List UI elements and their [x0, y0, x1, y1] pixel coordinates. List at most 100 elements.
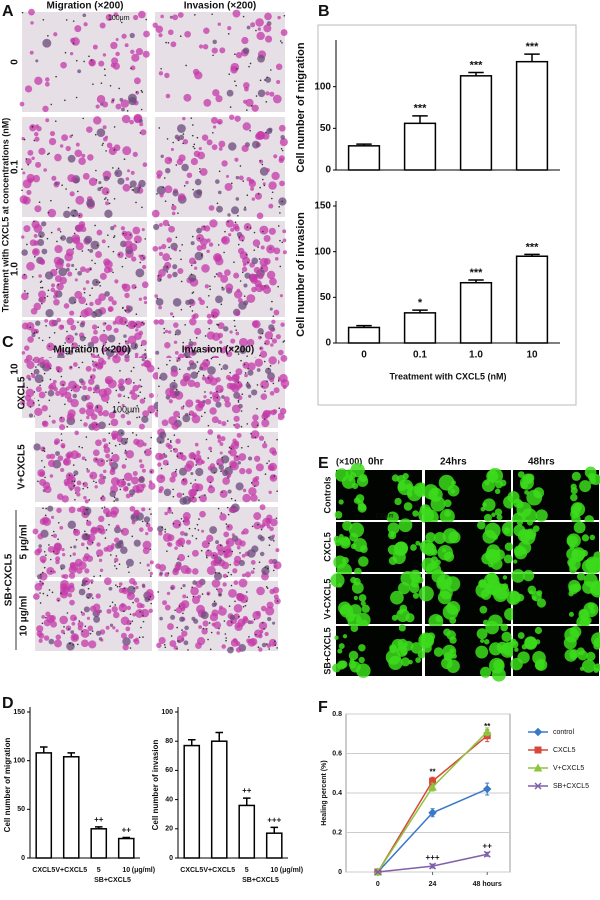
cell-dot: [31, 220, 39, 228]
cell-dot: [203, 27, 210, 34]
cell-blob: [495, 480, 503, 488]
pore-dot: [271, 198, 273, 200]
cell-dot: [219, 605, 223, 609]
cell-blob: [399, 624, 406, 631]
cell-dot: [134, 540, 141, 547]
cell-dot: [107, 356, 110, 359]
cell-dot: [221, 160, 227, 166]
pore-dot: [39, 592, 41, 594]
cell-dot: [38, 231, 45, 238]
cell-dot: [74, 486, 80, 492]
cell-dot: [147, 563, 150, 566]
pore-dot: [24, 290, 26, 292]
pore-dot: [192, 135, 194, 137]
cell-dot: [69, 310, 74, 315]
cell-dot: [110, 42, 117, 49]
pore-dot: [114, 235, 116, 237]
pore-dot: [130, 647, 132, 649]
pore-dot: [67, 612, 69, 614]
pore-dot: [213, 555, 215, 557]
cell-dot: [223, 545, 232, 554]
cell-dot: [234, 423, 240, 429]
cell-dot: [80, 322, 85, 327]
cell-dot: [113, 225, 116, 228]
pore-dot: [229, 564, 231, 566]
cell-dot: [228, 233, 231, 236]
cell-dot: [74, 149, 82, 157]
cell-blob: [583, 616, 591, 624]
cell-dot: [34, 234, 38, 238]
pore-dot: [76, 539, 78, 541]
cell-dot: [111, 57, 118, 64]
pore-dot: [234, 53, 236, 55]
pore-dot: [256, 408, 258, 410]
cell-dot: [250, 620, 254, 624]
cell-blob: [517, 519, 523, 525]
pore-dot: [192, 236, 194, 238]
pore-dot: [88, 56, 90, 58]
cell-dot: [263, 24, 271, 32]
pore-dot: [199, 171, 201, 173]
pore-dot: [139, 637, 141, 639]
pore-dot: [230, 106, 232, 108]
cell-dot: [171, 205, 176, 210]
cell-dot: [133, 581, 137, 585]
cell-dot: [250, 638, 258, 646]
cell-dot: [219, 513, 226, 520]
pore-dot: [92, 83, 94, 85]
error-bar: [40, 747, 48, 753]
pore-dot: [43, 447, 45, 449]
cell-dot: [269, 377, 274, 382]
bar: [517, 62, 548, 170]
cell-dot: [144, 516, 150, 522]
cell-dot: [64, 253, 73, 262]
cell-dot: [120, 603, 124, 607]
pore-dot: [109, 442, 111, 444]
pore-dot: [244, 207, 246, 209]
cell-dot: [60, 580, 69, 589]
pore-dot: [99, 282, 101, 284]
cell-dot: [26, 190, 31, 195]
pore-dot: [274, 640, 276, 642]
pore-dot: [142, 322, 144, 324]
pore-dot: [266, 463, 268, 465]
cell-dot: [92, 368, 96, 372]
pore-dot: [205, 335, 207, 337]
pore-dot: [66, 19, 68, 21]
x-tick-label: 0.1: [413, 350, 427, 361]
y-tick-label: 100: [161, 709, 173, 716]
pore-dot: [240, 360, 242, 362]
pore-dot: [136, 417, 138, 419]
cell-blob: [415, 657, 421, 663]
pore-dot: [238, 616, 240, 618]
pore-dot: [50, 559, 52, 561]
pore-dot: [259, 160, 261, 162]
cell-blob: [569, 612, 574, 617]
pore-dot: [86, 580, 88, 582]
pore-dot: [160, 441, 162, 443]
pore-dot: [167, 438, 169, 440]
cell-dot: [266, 128, 272, 134]
pore-dot: [214, 276, 216, 278]
cell-dot: [218, 322, 225, 329]
pore-dot: [267, 568, 269, 570]
cell-dot: [69, 506, 76, 513]
pore-dot: [60, 231, 62, 233]
pore-dot: [114, 198, 116, 200]
pore-dot: [197, 372, 199, 374]
cell-dot: [131, 393, 138, 400]
cell-dot: [89, 249, 93, 253]
pore-dot: [218, 244, 220, 246]
pore-dot: [140, 379, 142, 381]
pore-dot: [40, 574, 42, 576]
cell-dot: [225, 283, 233, 291]
cell-dot: [274, 310, 280, 316]
cell-dot: [168, 226, 175, 233]
cell-dot: [199, 147, 202, 150]
pore-dot: [24, 274, 26, 276]
bar: [64, 757, 79, 858]
pore-dot: [141, 255, 143, 257]
pore-dot: [86, 534, 88, 536]
cell-dot: [265, 91, 269, 95]
cell-dot: [48, 460, 55, 467]
